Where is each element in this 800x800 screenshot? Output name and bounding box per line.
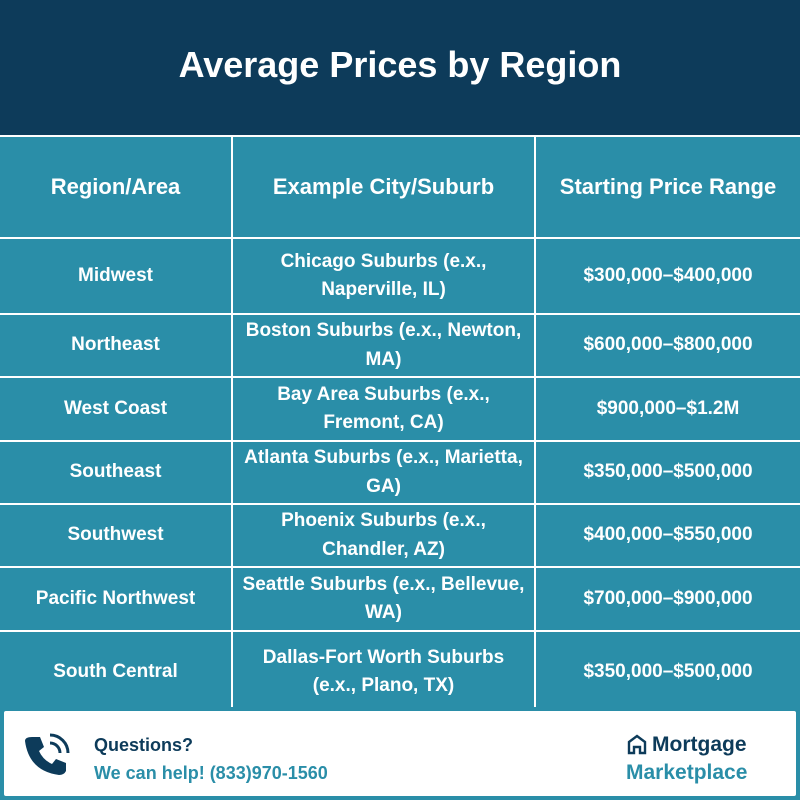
logo-icon xyxy=(627,734,647,755)
table-row: South Central Dallas-Fort Worth Suburbs (… xyxy=(0,630,800,714)
city-cell: Phoenix Suburbs (e.x., Chandler, AZ) xyxy=(231,503,536,568)
price-cell: $350,000–$500,000 xyxy=(534,440,800,505)
price-cell: $300,000–$400,000 xyxy=(534,237,800,315)
question: Questions? xyxy=(94,735,194,755)
region-cell: South Central xyxy=(0,630,233,714)
price-cell: $900,000–$1.2M xyxy=(534,376,800,442)
help-line: We can help! (833)970-1560 xyxy=(94,763,328,783)
logo-top: Mortgage xyxy=(652,733,747,756)
phone-icon xyxy=(25,733,70,775)
column-header: Example City/Suburb xyxy=(231,135,536,239)
region-cell: Southwest xyxy=(0,503,233,568)
city-cell: Seattle Suburbs (e.x., Bellevue, WA) xyxy=(231,566,536,632)
header-row: Region/Area Example City/Suburb Starting P… xyxy=(0,135,800,239)
region-cell: Northeast xyxy=(0,313,233,378)
column-header: Starting Price Range xyxy=(534,135,800,239)
table-row: Southwest Phoenix Suburbs (e.x., Chandler… xyxy=(0,503,800,568)
price-cell: $400,000–$550,000 xyxy=(534,503,800,568)
footer: Questions? We can help! (833)970-1560 Mo… xyxy=(0,707,800,800)
city-cell: Dallas-Fort Worth Suburbs (e.x., Plano, … xyxy=(231,630,536,714)
price-cell: $700,000–$900,000 xyxy=(534,566,800,632)
price-cell: $350,000–$500,000 xyxy=(534,630,800,714)
table-row: Pacific Northwest Seattle Suburbs (e.x., … xyxy=(0,566,800,632)
table-row: Midwest Chicago Suburbs (e.x., Naperville… xyxy=(0,237,800,315)
column-header: Region/Area xyxy=(0,135,233,239)
logo-bottom: Marketplace xyxy=(626,761,748,784)
city-cell: Chicago Suburbs (e.x., Naperville, IL) xyxy=(231,237,536,315)
city-cell: Atlanta Suburbs (e.x., Marietta, GA) xyxy=(231,440,536,505)
table-row: Northeast Boston Suburbs (e.x., Newton, M… xyxy=(0,313,800,378)
footer-box: Questions? We can help! (833)970-1560 Mo… xyxy=(4,711,796,796)
table-row: Southeast Atlanta Suburbs (e.x., Marietta… xyxy=(0,440,800,505)
region-cell: Southeast xyxy=(0,440,233,505)
region-cell: Pacific Northwest xyxy=(0,566,233,632)
region-cell: Midwest xyxy=(0,237,233,315)
city-cell: Bay Area Suburbs (e.x., Fremont, CA) xyxy=(231,376,536,442)
table-row: West Coast Bay Area Suburbs (e.x., Fremon… xyxy=(0,376,800,442)
title: Average Prices by Region xyxy=(0,0,800,135)
table-body: Midwest Chicago Suburbs (e.x., Naperville… xyxy=(0,237,800,714)
price-table: Region/Area Example City/Suburb Starting P… xyxy=(0,135,800,714)
city-cell: Boston Suburbs (e.x., Newton, MA) xyxy=(231,313,536,378)
price-cell: $600,000–$800,000 xyxy=(534,313,800,378)
region-cell: West Coast xyxy=(0,376,233,442)
